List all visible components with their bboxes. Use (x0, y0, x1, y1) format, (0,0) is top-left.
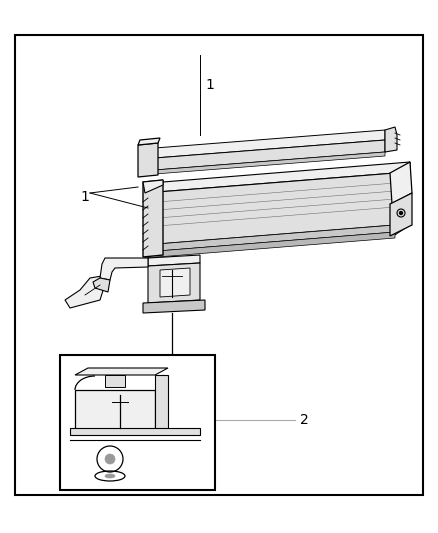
Polygon shape (155, 375, 168, 432)
Polygon shape (160, 268, 190, 297)
Circle shape (399, 212, 403, 214)
Polygon shape (70, 428, 200, 435)
Polygon shape (385, 127, 397, 152)
Polygon shape (143, 180, 163, 193)
Text: 2: 2 (300, 413, 309, 427)
Polygon shape (390, 193, 412, 236)
Polygon shape (145, 173, 395, 245)
Polygon shape (75, 368, 168, 375)
Polygon shape (395, 162, 410, 225)
Polygon shape (155, 152, 385, 174)
Text: 1: 1 (81, 190, 89, 204)
Polygon shape (148, 255, 200, 266)
Polygon shape (143, 180, 163, 257)
Text: 1: 1 (205, 78, 214, 92)
Polygon shape (100, 258, 148, 280)
Bar (15, 35, 423, 495)
Polygon shape (143, 300, 205, 313)
Polygon shape (145, 162, 410, 193)
Polygon shape (138, 138, 160, 145)
Polygon shape (145, 225, 395, 252)
Bar (60, 355, 215, 490)
Polygon shape (138, 143, 158, 177)
Circle shape (105, 454, 115, 464)
Polygon shape (148, 263, 200, 303)
Polygon shape (93, 278, 110, 292)
Bar (105, 375, 125, 387)
Polygon shape (145, 232, 395, 258)
Ellipse shape (105, 474, 115, 478)
Polygon shape (75, 390, 155, 430)
Polygon shape (155, 140, 385, 170)
Polygon shape (395, 215, 410, 235)
Polygon shape (155, 130, 385, 158)
Polygon shape (390, 162, 412, 204)
Polygon shape (65, 275, 108, 308)
